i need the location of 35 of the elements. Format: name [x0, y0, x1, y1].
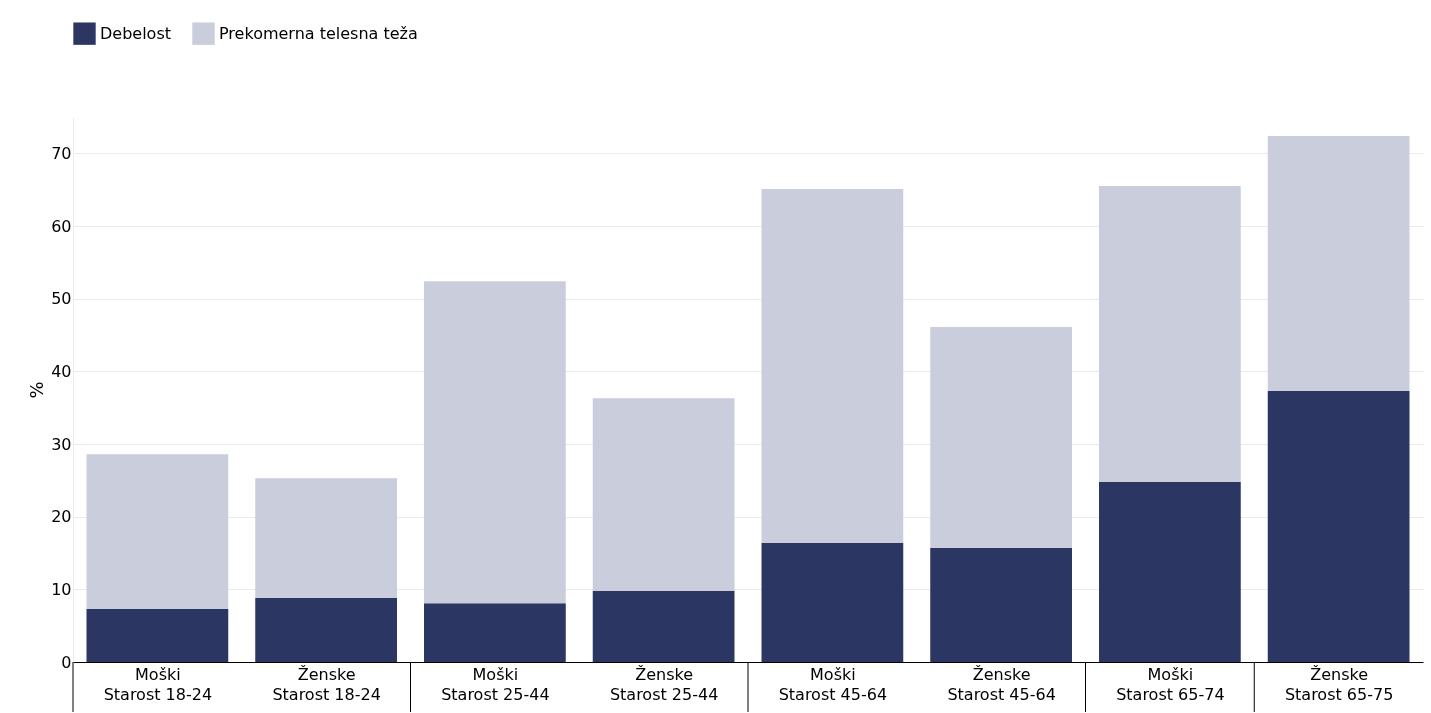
y-axis-title: %	[26, 381, 48, 399]
x-tick-label: Ženske Starost 25-44	[609, 664, 719, 704]
y-tick-label: 0	[61, 652, 72, 672]
bar	[86, 454, 229, 609]
bar	[592, 398, 735, 591]
legend-label: Prekomerna telesna teža	[219, 23, 418, 43]
legend-label: Debelost	[100, 23, 172, 43]
bar	[255, 598, 397, 662]
y-tick-label: 70	[51, 143, 72, 163]
x-tick-label: Ženske Starost 18-24	[272, 664, 381, 704]
bar	[1267, 390, 1410, 662]
y-tick-label: 10	[51, 579, 72, 599]
y-tick-label: 30	[51, 434, 72, 454]
x-tick-label: Moški Starost 45-64	[778, 664, 888, 704]
x-tick-label: Moški Starost 25-44	[441, 664, 550, 704]
y-tick-label: 20	[51, 507, 72, 527]
y-tick-label: 50	[51, 289, 72, 309]
x-tick-label: Moški Starost 65-74	[1116, 664, 1225, 704]
y-tick-label: 60	[51, 216, 72, 236]
bar	[761, 542, 904, 662]
x-tick-label: Moški Starost 18-24	[103, 664, 213, 704]
bar	[592, 590, 735, 662]
bar	[930, 327, 1072, 548]
bar	[1099, 481, 1241, 662]
bar	[255, 478, 397, 599]
bar	[1099, 186, 1241, 482]
y-tick-label: 40	[51, 361, 72, 381]
x-tick-label: Ženske Starost 65-75	[1284, 664, 1394, 704]
bar	[86, 608, 229, 662]
x-tick-label: Ženske Starost 45-64	[947, 664, 1056, 704]
bar	[1267, 135, 1410, 391]
bar	[424, 603, 566, 662]
bar	[761, 188, 904, 543]
bar	[930, 547, 1072, 662]
bar	[424, 281, 566, 604]
